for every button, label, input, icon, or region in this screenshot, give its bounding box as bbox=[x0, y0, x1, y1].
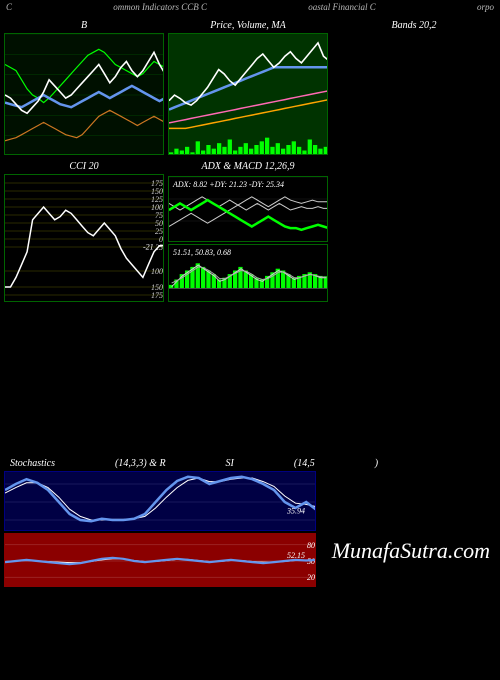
stoch-c: SI bbox=[226, 458, 234, 469]
row-2: CCI 20 175150125100755025025100150175-21… bbox=[0, 159, 500, 306]
bb-chart bbox=[4, 33, 164, 155]
stoch-d: (14,5 bbox=[294, 458, 315, 469]
stoch-header: Stochastics (14,3,3) & R SI (14,5 ) bbox=[0, 456, 500, 471]
bb-title: B bbox=[4, 18, 164, 33]
svg-text:ADX: 8.82 +DY: 21.23 -DY: 25.: ADX: 8.82 +DY: 21.23 -DY: 25.34 bbox=[172, 180, 284, 189]
svg-text:50: 50 bbox=[307, 557, 315, 566]
cci-col: CCI 20 175150125100755025025100150175-21 bbox=[4, 159, 164, 302]
macd-chart: 51.51, 50.83, 0.68 bbox=[168, 244, 328, 302]
adx-chart: ADX: 8.82 +DY: 21.23 -DY: 25.34 bbox=[168, 176, 328, 242]
svg-text:25: 25 bbox=[155, 243, 163, 252]
stoch-a: Stochastics bbox=[10, 458, 55, 469]
svg-text:100: 100 bbox=[151, 267, 163, 276]
svg-text:52.15: 52.15 bbox=[287, 551, 305, 560]
svg-text:-21: -21 bbox=[143, 243, 154, 252]
stoch-e: ) bbox=[375, 458, 378, 469]
bands-title: Bands 20,2 bbox=[332, 18, 496, 33]
hdr-mid2: oastal Financial C bbox=[308, 2, 376, 12]
bands-col: Bands 20,2 bbox=[332, 18, 496, 33]
rsi-chart: 80 50 20 52.15 bbox=[4, 533, 316, 587]
row-1: B Price, Volume, MA Bands 20,2 bbox=[0, 14, 500, 159]
stoch-chart: 35.94 bbox=[4, 471, 316, 531]
cci-chart: 175150125100755025025100150175-21 bbox=[4, 174, 164, 302]
stack-col: ADX & MACD 12,26,9 ADX: 8.82 +DY: 21.23 … bbox=[168, 159, 328, 302]
svg-text:35.94: 35.94 bbox=[286, 506, 305, 515]
hdr-mid1: ommon Indicators CCB C bbox=[113, 2, 207, 12]
svg-text:20: 20 bbox=[307, 573, 315, 582]
pv-title: Price, Volume, MA bbox=[168, 18, 328, 33]
svg-text:175: 175 bbox=[151, 291, 163, 300]
hdr-left: C bbox=[6, 2, 12, 12]
svg-text:51.51, 50.83, 0.68: 51.51, 50.83, 0.68 bbox=[173, 248, 231, 257]
header-row: C ommon Indicators CCB C oastal Financia… bbox=[0, 0, 500, 14]
watermark: MunafaSutra.com bbox=[332, 538, 490, 564]
hdr-right: orpo bbox=[477, 2, 494, 12]
pv-chart bbox=[168, 33, 328, 155]
pv-col: Price, Volume, MA bbox=[168, 18, 328, 155]
cci-title: CCI 20 bbox=[4, 159, 164, 174]
adx-title: ADX & MACD 12,26,9 bbox=[168, 159, 328, 174]
stoch-b: (14,3,3) & R bbox=[115, 458, 166, 469]
svg-text:80: 80 bbox=[307, 541, 315, 550]
bb-col: B bbox=[4, 18, 164, 155]
